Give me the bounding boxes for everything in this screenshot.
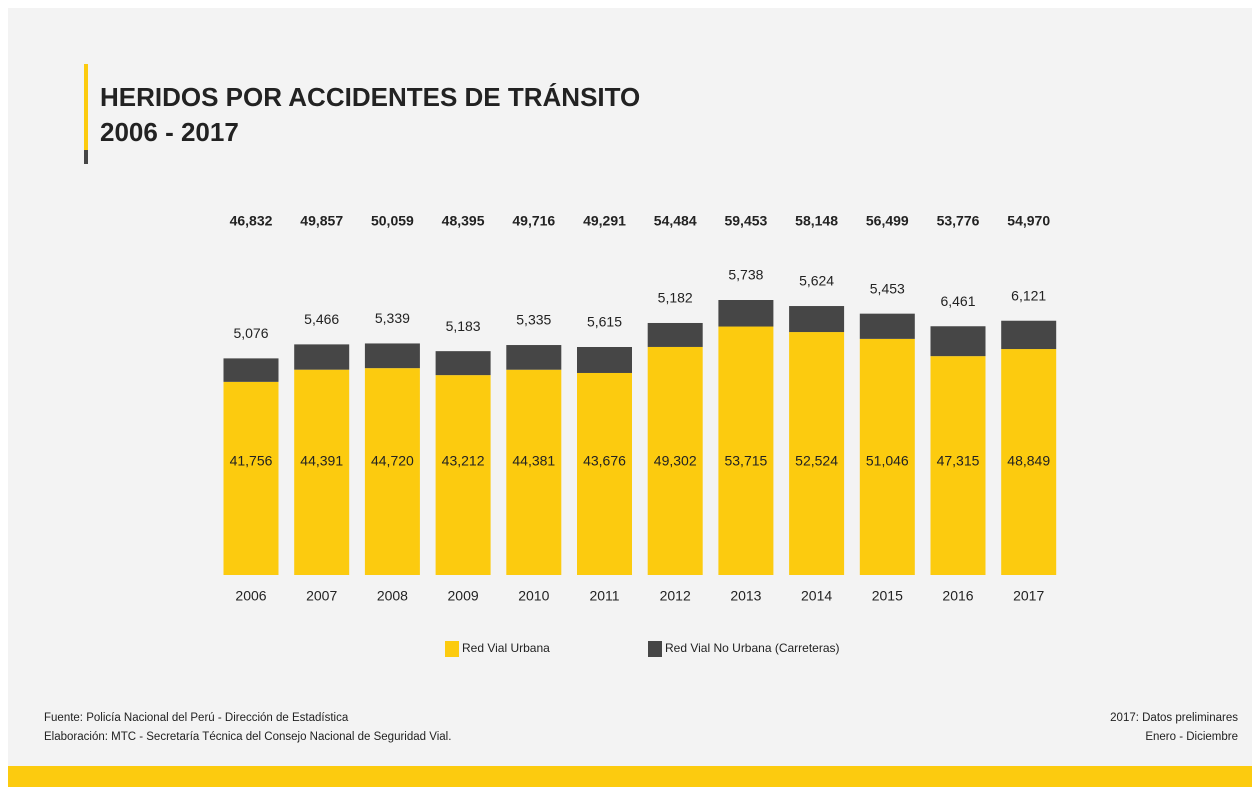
total-label: 49,716 bbox=[512, 213, 555, 229]
value-label: 5,466 bbox=[304, 311, 339, 327]
value-label: 6,461 bbox=[940, 293, 975, 309]
x-tick-label: 2016 bbox=[942, 588, 973, 604]
bar-segment bbox=[930, 356, 986, 575]
total-label: 56,499 bbox=[866, 213, 909, 229]
title-accent bbox=[84, 64, 88, 150]
chart-subtitle: 2006 - 2017 bbox=[100, 117, 239, 147]
value-label: 5,624 bbox=[799, 273, 834, 289]
legend-swatch bbox=[445, 641, 459, 657]
value-label: 53,715 bbox=[724, 453, 767, 469]
bar-segment bbox=[1001, 349, 1057, 575]
x-tick-label: 2017 bbox=[1013, 588, 1044, 604]
bar-segment bbox=[930, 326, 986, 357]
value-label: 5,339 bbox=[375, 310, 410, 326]
bar-segment bbox=[223, 358, 279, 382]
value-label: 5,076 bbox=[233, 325, 268, 341]
x-tick-label: 2010 bbox=[518, 588, 549, 604]
bar-segment bbox=[577, 347, 632, 373]
total-label: 54,484 bbox=[654, 213, 697, 229]
total-label: 49,291 bbox=[583, 213, 626, 229]
value-label: 5,335 bbox=[516, 312, 551, 328]
value-label: 5,738 bbox=[728, 267, 763, 283]
legend-swatch bbox=[648, 641, 662, 657]
value-label: 48,849 bbox=[1007, 453, 1050, 469]
legend-label: Red Vial Urbana bbox=[462, 641, 550, 655]
bar-segment bbox=[647, 322, 703, 347]
value-label: 44,381 bbox=[512, 453, 555, 469]
total-label: 48,395 bbox=[442, 213, 485, 229]
total-label: 59,453 bbox=[724, 213, 767, 229]
bar-segment bbox=[1001, 320, 1057, 350]
x-tick-label: 2009 bbox=[448, 588, 479, 604]
bar-segment bbox=[718, 300, 774, 327]
value-label: 43,676 bbox=[583, 453, 626, 469]
total-label: 53,776 bbox=[937, 213, 980, 229]
total-label: 54,970 bbox=[1007, 213, 1050, 229]
value-label: 44,720 bbox=[371, 453, 414, 469]
value-label: 5,615 bbox=[587, 314, 622, 330]
bar-segment bbox=[506, 369, 562, 575]
value-label: 49,302 bbox=[654, 453, 697, 469]
value-label: 51,046 bbox=[866, 453, 909, 469]
bar-segment bbox=[859, 338, 915, 575]
x-tick-label: 2008 bbox=[377, 588, 408, 604]
x-tick-label: 2013 bbox=[730, 588, 761, 604]
bar-segment bbox=[718, 326, 774, 575]
source-line: Fuente: Policía Nacional del Perú - Dire… bbox=[44, 712, 349, 724]
value-label: 44,391 bbox=[300, 453, 343, 469]
value-label: 5,182 bbox=[658, 290, 693, 306]
total-label: 50,059 bbox=[371, 213, 414, 229]
x-tick-label: 2014 bbox=[801, 588, 832, 604]
value-label: 43,212 bbox=[442, 453, 485, 469]
value-label: 5,453 bbox=[870, 280, 905, 296]
chart-title: HERIDOS POR ACCIDENTES DE TRÁNSITO bbox=[100, 82, 640, 112]
bar-segment bbox=[223, 381, 279, 575]
x-tick-label: 2006 bbox=[235, 588, 266, 604]
value-label: 47,315 bbox=[937, 453, 980, 469]
bar-segment bbox=[789, 306, 845, 333]
bar-segment bbox=[294, 369, 350, 575]
bar-segment bbox=[647, 346, 703, 575]
x-tick-label: 2011 bbox=[589, 588, 619, 604]
total-label: 46,832 bbox=[230, 213, 273, 229]
bar-segment bbox=[364, 368, 420, 575]
value-label: 5,183 bbox=[446, 318, 481, 334]
bar-segment bbox=[294, 344, 350, 370]
note-line: 2017: Datos preliminares bbox=[1110, 712, 1238, 724]
bar-segment bbox=[859, 313, 915, 339]
x-tick-label: 2007 bbox=[306, 588, 337, 604]
value-label: 41,756 bbox=[230, 453, 273, 469]
total-label: 49,857 bbox=[300, 213, 343, 229]
bar-segment bbox=[577, 372, 632, 575]
bar-segment bbox=[435, 351, 491, 376]
source-line: Elaboración: MTC - Secretaría Técnica de… bbox=[44, 731, 451, 743]
title-accent-dark bbox=[84, 150, 88, 164]
value-label: 52,524 bbox=[795, 453, 838, 469]
bar-segment bbox=[435, 375, 491, 575]
x-tick-label: 2015 bbox=[872, 588, 903, 604]
value-label: 6,121 bbox=[1011, 287, 1046, 303]
bar-segment bbox=[789, 332, 845, 575]
footer-bar bbox=[8, 766, 1252, 787]
bar-segment bbox=[364, 343, 420, 369]
x-tick-label: 2012 bbox=[660, 588, 691, 604]
total-label: 58,148 bbox=[795, 213, 838, 229]
bar-segment bbox=[506, 345, 562, 370]
note-line: Enero - Diciembre bbox=[1145, 731, 1238, 743]
legend-label: Red Vial No Urbana (Carreteras) bbox=[665, 641, 840, 655]
